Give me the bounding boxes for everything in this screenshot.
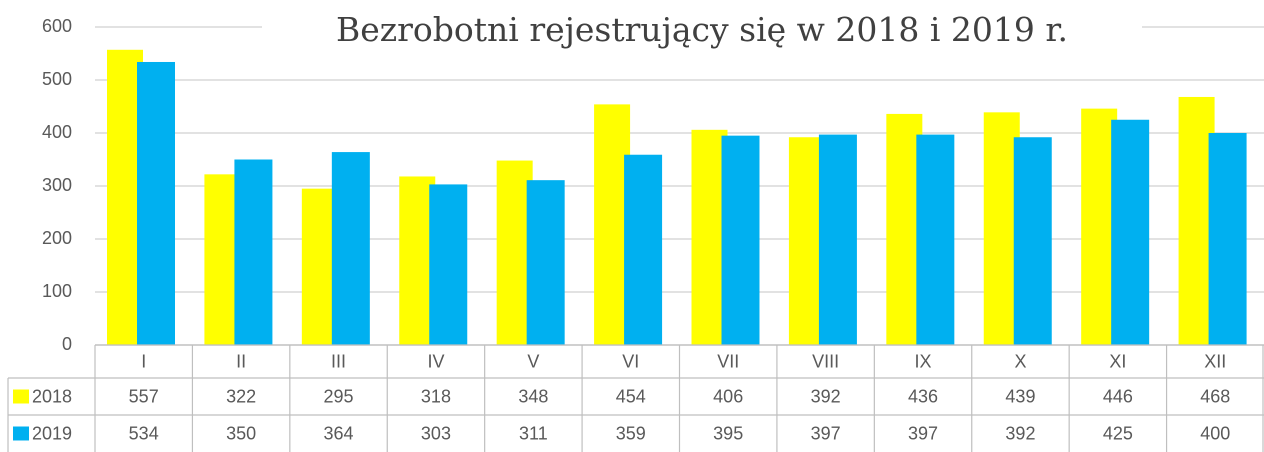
x-tick-label: X (1014, 351, 1026, 371)
legend-swatch (13, 426, 29, 441)
bar (331, 152, 370, 345)
bar (1208, 133, 1247, 345)
x-tick-label: II (236, 351, 246, 371)
x-tick-label: XI (1109, 351, 1126, 371)
table-value: 400 (1200, 423, 1230, 443)
table-value: 436 (908, 386, 938, 406)
title-background (262, 8, 1142, 50)
table-value: 364 (324, 423, 354, 443)
chart-title: Bezrobotni rejestrujący się w 2018 i 201… (336, 10, 1068, 49)
x-tick-label: I (141, 351, 146, 371)
table-value: 350 (226, 423, 256, 443)
bar (1111, 119, 1150, 345)
bar (818, 134, 857, 345)
bar (721, 135, 760, 345)
table-value: 454 (616, 386, 646, 406)
legend-swatch (13, 389, 29, 404)
x-tick-label: VI (622, 351, 639, 371)
x-tick-label: IV (427, 351, 444, 371)
table-value: 397 (811, 423, 841, 443)
y-tick-label: 0 (62, 334, 72, 354)
bar (137, 61, 175, 345)
bar (429, 184, 468, 345)
y-tick-label: 300 (42, 175, 72, 195)
table-value: 557 (129, 386, 159, 406)
legend-label: 2018 (32, 386, 72, 406)
table-value: 348 (518, 386, 548, 406)
x-tick-label: IX (915, 351, 932, 371)
y-tick-label: 100 (42, 281, 72, 301)
table-value: 359 (616, 423, 646, 443)
x-tick-label: III (331, 351, 346, 371)
table-value: 468 (1200, 386, 1230, 406)
table-value: 392 (1005, 423, 1035, 443)
legend-label: 2019 (32, 423, 72, 443)
table-value: 322 (226, 386, 256, 406)
bar (624, 154, 663, 345)
table-value: 534 (129, 423, 159, 443)
table-value: 425 (1103, 423, 1133, 443)
table-value: 318 (421, 386, 451, 406)
table-value: 311 (519, 423, 548, 443)
x-tick-label: V (527, 351, 539, 371)
table-value: 439 (1005, 386, 1035, 406)
y-tick-label: 600 (42, 16, 72, 36)
bar (496, 160, 533, 345)
y-tick-label: 500 (42, 69, 72, 89)
table-value: 303 (421, 423, 451, 443)
bar (1013, 137, 1052, 345)
bar (234, 159, 273, 345)
y-tick-label: 400 (42, 122, 72, 142)
table-value: 295 (324, 386, 354, 406)
y-tick-label: 200 (42, 228, 72, 248)
x-tick-label: VIII (812, 351, 839, 371)
table-value: 446 (1103, 386, 1133, 406)
table-value: 397 (908, 423, 938, 443)
x-tick-label: XII (1204, 351, 1226, 371)
bar (526, 180, 565, 345)
x-tick-label: VII (717, 351, 739, 371)
table-value: 392 (811, 386, 841, 406)
table-value: 395 (713, 423, 743, 443)
table-value: 406 (713, 386, 743, 406)
bar (916, 134, 955, 345)
